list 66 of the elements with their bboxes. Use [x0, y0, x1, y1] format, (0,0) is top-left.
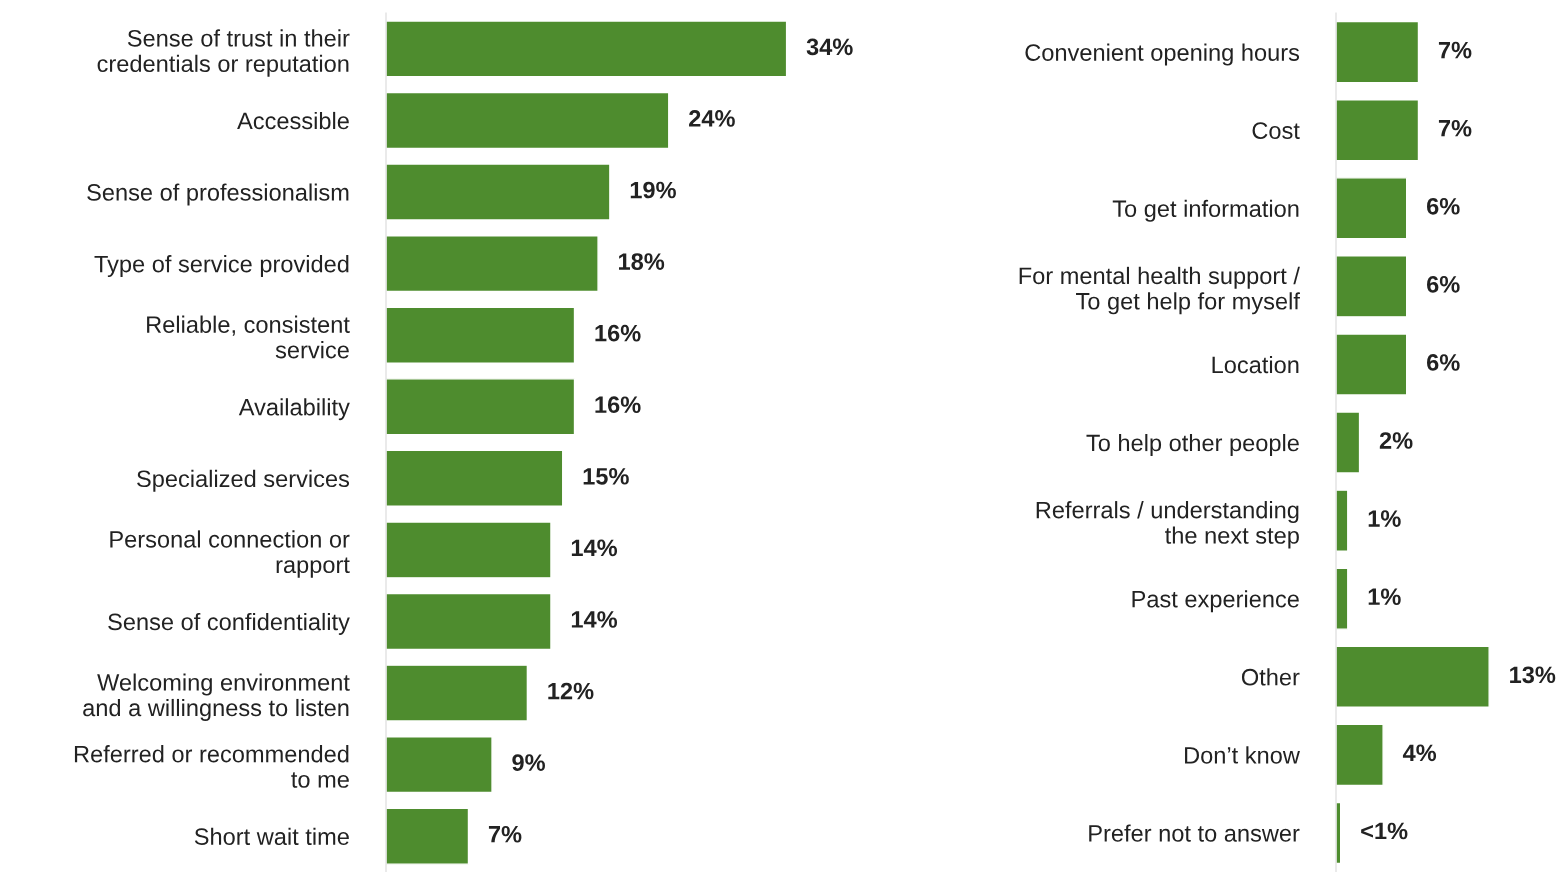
y-tick-label: Other	[1241, 668, 1300, 686]
bar	[386, 449, 564, 507]
y-tick-label: Referrals / understanding the next step	[1036, 501, 1299, 549]
data-label: 14%	[571, 539, 618, 557]
y-tick-label: Personal connection or rapport	[110, 530, 350, 578]
bar	[1336, 723, 1384, 787]
data-label: 34%	[806, 38, 853, 56]
data-label: 19%	[630, 181, 676, 199]
y-tick-label: Specialized services	[137, 469, 350, 492]
bar	[1336, 411, 1361, 474]
bar	[1336, 20, 1420, 84]
data-label: 7%	[1438, 119, 1472, 137]
bar	[386, 521, 552, 579]
y-tick-label: Don’t know	[1185, 746, 1300, 764]
data-label: 24%	[689, 110, 735, 127]
data-label: 12%	[548, 682, 594, 700]
y-tick-label: Location	[1212, 355, 1299, 374]
data-label: 16%	[595, 324, 641, 342]
y-tick-label: Welcoming environment and a willingness to listen	[83, 673, 350, 721]
y-tick-label: Availability	[238, 398, 350, 421]
data-label: 16%	[595, 396, 641, 414]
data-label: 9%	[512, 754, 545, 771]
bar	[1336, 255, 1408, 318]
data-label: 1%	[1368, 588, 1401, 605]
data-label: 6%	[1427, 275, 1460, 293]
y-tick-label: Prefer not to answer	[1089, 824, 1300, 842]
y-tick-label: Short wait time	[194, 827, 349, 845]
data-label: 7%	[1438, 41, 1472, 59]
bar	[386, 378, 576, 436]
data-label: 15%	[583, 468, 629, 485]
data-label: 4%	[1402, 744, 1437, 762]
bar	[386, 664, 529, 722]
y-tick-label: Accessible	[237, 111, 349, 130]
data-label: 1%	[1368, 510, 1401, 527]
y-tick-label: Sense of trust in their credentials or reputation	[97, 29, 350, 77]
y-tick-label: For mental health support / To get help for myself	[1019, 266, 1300, 315]
data-label: 2%	[1379, 432, 1413, 449]
data-label: 7%	[488, 825, 522, 843]
y-tick-label: Sense of professionalism	[87, 183, 349, 206]
data-label: 6%	[1427, 354, 1460, 371]
bar	[386, 592, 552, 651]
bar	[1336, 333, 1408, 396]
y-tick-label: To get information	[1112, 199, 1299, 222]
bar	[386, 234, 599, 293]
bar	[1336, 645, 1490, 708]
data-label: 6%	[1427, 197, 1460, 215]
bar	[386, 306, 576, 364]
data-label: 18%	[619, 253, 665, 270]
bar	[386, 91, 670, 150]
bar	[386, 20, 788, 78]
y-tick-label: Reliable, consistent service	[147, 315, 350, 359]
y-tick-label: Cost	[1252, 122, 1300, 139]
bar	[386, 807, 470, 865]
y-tick-label: Type of service provided	[94, 255, 349, 278]
data-label: 13%	[1510, 666, 1556, 684]
bar	[1336, 177, 1408, 240]
y-tick-label: Sense of confidentiality	[108, 612, 350, 635]
bar	[1336, 99, 1420, 162]
y-tick-label: Past experience	[1132, 590, 1299, 613]
data-label: 14%	[571, 611, 618, 628]
bar	[386, 736, 493, 794]
y-tick-label: Referred or recommended to me	[74, 745, 349, 788]
y-tick-label: Convenient opening hours	[1025, 43, 1300, 66]
bar	[386, 163, 611, 221]
y-tick-label: To help other people	[1086, 433, 1299, 456]
data-label: <1%	[1361, 822, 1408, 840]
